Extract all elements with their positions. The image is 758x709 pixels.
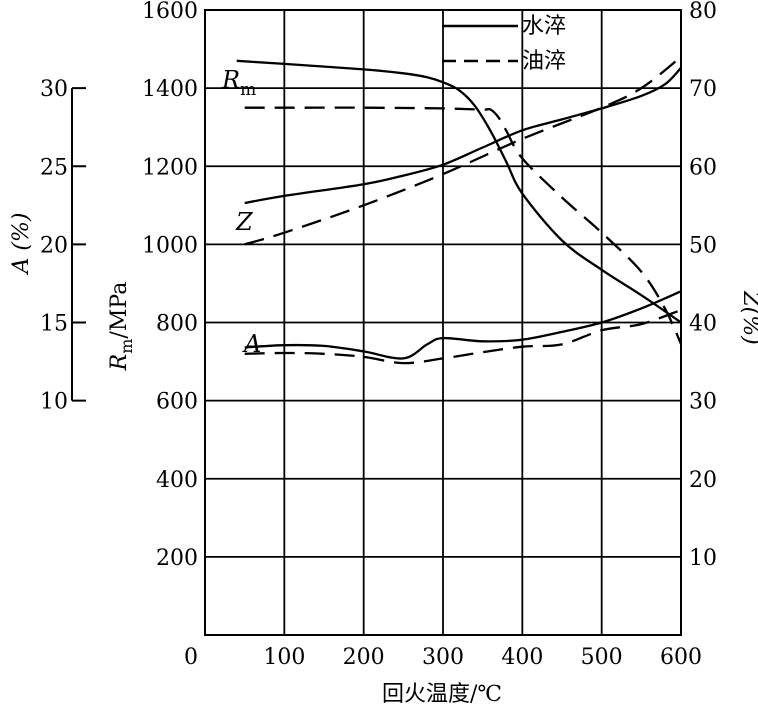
series-rm-water: [236, 59, 682, 324]
series-rm-oil: [244, 106, 683, 345]
z-tick-label: 60: [689, 155, 717, 180]
curve-label-rm-sub: m: [240, 80, 256, 100]
x-tick-label: 200: [343, 645, 385, 670]
x-tick-label: 300: [422, 645, 464, 670]
z-tick-label: 50: [689, 233, 717, 258]
x-tick-label: 500: [581, 645, 623, 670]
series-z-water: [244, 67, 682, 205]
rm-tick-label: 800: [156, 312, 198, 337]
a-tick-label: 10: [40, 390, 68, 415]
rm-tick-label: 1000: [142, 233, 198, 258]
curve-label-a: A: [242, 330, 261, 358]
z-tick-label: 40: [689, 312, 717, 337]
rm-axis-title-unit: /MPa: [107, 282, 132, 339]
series-a-oil: [244, 308, 682, 365]
z-tick-label: 30: [689, 390, 717, 415]
a-tick-label: 30: [40, 77, 68, 102]
z-axis-title: Z(%): [738, 290, 758, 344]
series-a-water: [244, 290, 682, 360]
rm-axis-title-sub: m: [117, 339, 136, 354]
legend-label-water: 水淬: [522, 14, 566, 39]
rm-tick-label: 200: [156, 546, 198, 571]
x-axis-title: 回火温度/℃: [382, 682, 502, 707]
rm-tick-label: 600: [156, 390, 198, 415]
z-tick-label: 80: [689, 0, 717, 24]
a-tick-label: 15: [40, 312, 68, 337]
rm-axis-title: Rm/MPa: [107, 282, 136, 372]
x-tick-label: 400: [501, 645, 543, 670]
z-tick-label: 10: [689, 546, 717, 571]
series-z-oil: [244, 55, 682, 246]
data-curves: [236, 55, 683, 365]
curve-label-z: Z: [235, 208, 254, 236]
svg-text:Rm: Rm: [221, 66, 256, 100]
z-tick-label: 70: [689, 77, 717, 102]
curve-label-rm: Rm: [221, 66, 256, 100]
rm-tick-label: 1600: [142, 0, 198, 24]
a-tick-label: 20: [40, 233, 68, 258]
rm-axis-title-main: R: [107, 354, 132, 372]
rm-tick-label: 1200: [142, 155, 198, 180]
x-tick-label: 100: [263, 645, 305, 670]
legend-label-oil: 油淬: [522, 49, 566, 74]
axis-ticks: 0 100 200 300 400 500 600 200 400 600 800 1000 1200 1…: [142, 0, 717, 670]
x-tick-label: 0: [184, 645, 198, 670]
a-axis-title: A (%): [9, 213, 34, 276]
curve-label-rm-main: R: [221, 66, 240, 94]
a-tick-label: 25: [40, 155, 68, 180]
legend: 水淬 油淬: [442, 14, 566, 74]
x-tick-label: 600: [660, 645, 702, 670]
rm-tick-label: 400: [156, 468, 198, 493]
z-tick-label: 20: [689, 468, 717, 493]
rm-tick-label: 1400: [142, 77, 198, 102]
a-axis: 10 15 20 25 30: [40, 77, 86, 415]
